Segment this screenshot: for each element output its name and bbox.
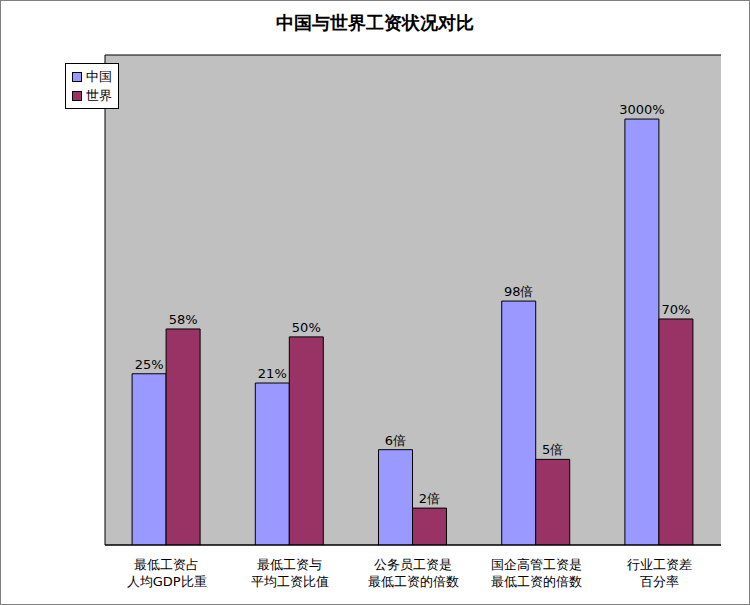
svg-text:58%: 58% (169, 312, 198, 327)
svg-text:国企高管工资是最低工资的倍数: 国企高管工资是最低工资的倍数 (491, 557, 582, 589)
svg-text:最低工资占人均GDP比重: 最低工资占人均GDP比重 (127, 557, 207, 589)
html-text:中国与世界工资状况对比: 中国与世界工资状况对比 (276, 12, 474, 33)
svg-text:21%: 21% (258, 366, 287, 381)
svg-text:5倍: 5倍 (542, 442, 563, 457)
svg-text:70%: 70% (661, 302, 690, 317)
svg-text:最低工资与平均工资比值: 最低工资与平均工资比值 (251, 557, 329, 589)
svg-text:98倍: 98倍 (504, 284, 534, 299)
svg-text:50%: 50% (292, 320, 321, 335)
html-text:中国: 中国 (86, 69, 112, 84)
svg-text:公务员工资是最低工资的倍数: 公务员工资是最低工资的倍数 (368, 557, 459, 589)
svg-text:3000%: 3000% (619, 102, 664, 117)
svg-text:25%: 25% (135, 357, 164, 372)
svg-text:2倍: 2倍 (419, 491, 440, 506)
html-text:世界: 世界 (86, 88, 112, 103)
svg-text:行业工资差百分率: 行业工资差百分率 (627, 557, 692, 589)
svg-text:6倍: 6倍 (385, 433, 406, 448)
